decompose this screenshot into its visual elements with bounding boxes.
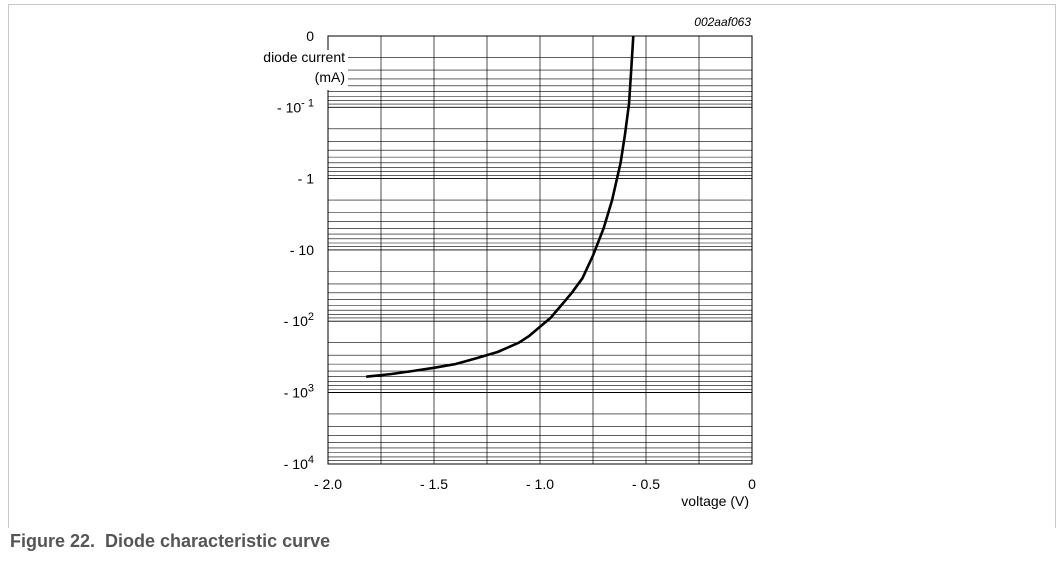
figure-frame	[8, 4, 1056, 528]
y-tick-label: - 10	[290, 242, 314, 258]
y-label-backdrop	[228, 50, 348, 90]
x-axis-label: voltage (V)	[681, 493, 749, 509]
x-tick-labels: - 2.0 - 1.5 - 1.0 - 0.5 0	[314, 476, 756, 492]
x-tick-label: - 1.0	[526, 476, 554, 492]
diode-chart: 0 - 10- 1 - 1 - 10 - 102 - 103 - 104 - 2.0 - 1.…	[228, 15, 757, 509]
y-tick-label: - 10- 1	[277, 97, 314, 115]
figure-code: 002aaf063	[694, 15, 751, 29]
chart-axes	[327, 35, 753, 465]
figure-caption: Figure 22. Diode characteristic curve	[10, 531, 331, 551]
x-tick-label: 0	[748, 476, 756, 492]
series-line-diode-current	[366, 35, 635, 378]
y-tick-label: - 104	[284, 454, 314, 472]
y-tick-labels: 0 - 10- 1 - 1 - 10 - 102 - 103 - 104	[277, 28, 314, 472]
x-tick-label: - 1.5	[420, 476, 448, 492]
y-axis-label-line2: (mA)	[315, 69, 345, 85]
y-tick-label: - 1	[298, 171, 315, 187]
chart-grid	[327, 35, 753, 464]
x-tick-label: - 0.5	[632, 476, 660, 492]
plot-area-border	[327, 35, 753, 465]
y-tick-label: 0	[306, 28, 314, 44]
y-tick-label: - 102	[284, 311, 314, 329]
y-axis-label-line1: diode current	[263, 49, 345, 65]
y-tick-label: - 103	[284, 383, 314, 401]
x-tick-label: - 2.0	[314, 476, 342, 492]
